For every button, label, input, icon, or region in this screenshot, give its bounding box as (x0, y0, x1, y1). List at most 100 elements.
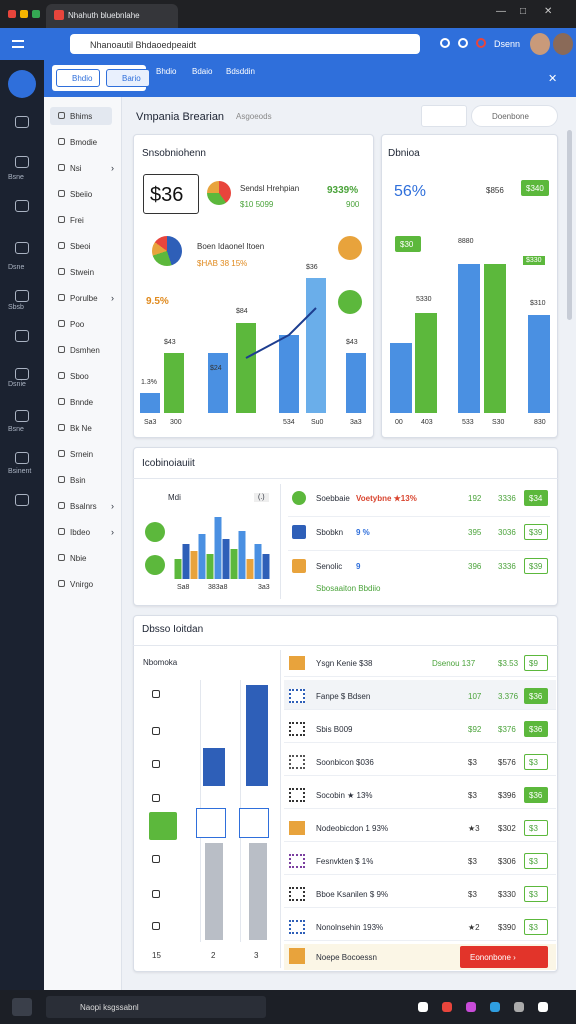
rail-icon[interactable] (15, 116, 29, 128)
search-box[interactable] (471, 105, 558, 127)
nav-item[interactable]: Frei (70, 216, 84, 225)
row-value: $3 (468, 758, 477, 767)
tray-icon[interactable] (466, 1002, 476, 1012)
toolbar-icon[interactable] (458, 38, 468, 48)
address-field[interactable] (70, 34, 420, 54)
rail-icon[interactable] (15, 368, 29, 380)
growth-button-label[interactable]: $340 (526, 184, 544, 193)
toolbar-icon[interactable] (476, 38, 486, 48)
rail-icon[interactable] (15, 410, 29, 422)
tray-icon[interactable] (418, 1002, 428, 1012)
rail-icon[interactable] (15, 156, 29, 168)
row-button[interactable] (524, 886, 548, 902)
row-button-label[interactable]: $39 (529, 562, 543, 571)
row-button-label[interactable]: $3 (529, 890, 538, 899)
action-square[interactable] (149, 812, 177, 840)
nav-item[interactable]: Sbeiio (70, 190, 93, 199)
rail-icon[interactable] (15, 200, 29, 212)
row-button[interactable] (524, 787, 548, 803)
nav-item[interactable]: Nbie (70, 554, 87, 563)
status-icon[interactable] (338, 236, 362, 260)
row-button-label[interactable]: $3 (529, 758, 538, 767)
window-button[interactable]: — (496, 6, 506, 17)
nav-item[interactable]: Bhims (70, 112, 93, 121)
nav-item[interactable]: Sboo (70, 372, 89, 381)
row-button[interactable] (524, 524, 548, 540)
row-button-label[interactable]: $34 (529, 494, 543, 503)
window-button[interactable]: ✕ (544, 6, 553, 17)
row-button[interactable] (524, 820, 548, 836)
nav-item[interactable]: Bsin (70, 476, 86, 485)
header-link[interactable]: Bdaio (192, 67, 213, 76)
header-tab-label[interactable]: Bhdio (72, 74, 93, 83)
row-value: 3.376 (498, 692, 519, 701)
row-button-label[interactable]: $39 (529, 528, 543, 537)
nav-item[interactable]: Bmodie (70, 138, 98, 147)
menu-button[interactable] (12, 40, 24, 48)
window-button[interactable]: □ (520, 6, 527, 17)
rail-icon[interactable] (15, 330, 29, 342)
taskbar-search[interactable] (46, 996, 266, 1018)
tray-icon[interactable] (538, 1002, 548, 1012)
nav-item[interactable]: Porulbe (70, 294, 98, 303)
rail-icon[interactable] (15, 290, 29, 302)
row-button[interactable] (524, 919, 548, 935)
row-button-label[interactable]: $36 (529, 791, 543, 800)
row-icon (289, 656, 305, 670)
nav-item[interactable]: Dsmhen (70, 346, 100, 355)
row-button[interactable] (524, 688, 548, 704)
header-link[interactable]: Bdsddin (226, 67, 255, 76)
start-button[interactable] (12, 998, 32, 1016)
cta-label[interactable]: Eononbone › (470, 953, 516, 962)
row-button-label[interactable]: $36 (529, 692, 543, 701)
filter-button[interactable] (421, 105, 467, 127)
rail-icon[interactable] (15, 242, 29, 254)
row-button[interactable] (524, 853, 548, 869)
close-icon[interactable]: ✕ (548, 73, 558, 85)
tray-icon[interactable] (490, 1002, 500, 1012)
row-button-label[interactable]: $36 (529, 725, 543, 734)
row-note: 9 % (356, 528, 370, 537)
nav-item[interactable]: Srnein (70, 450, 94, 459)
cta-button[interactable] (460, 946, 548, 968)
action-square[interactable] (196, 808, 226, 838)
action-square[interactable] (239, 808, 269, 838)
nav-item[interactable]: Nsi (70, 164, 82, 173)
growth-badge-label[interactable]: $30 (400, 240, 414, 249)
status-icon[interactable] (338, 290, 362, 314)
tray-icon[interactable] (514, 1002, 524, 1012)
row-button-label[interactable]: $3 (529, 923, 538, 932)
nav-item[interactable]: Ibdeo (70, 528, 91, 537)
row-button[interactable] (524, 754, 548, 770)
nav-sidebar (44, 97, 122, 990)
rail-icon[interactable] (15, 452, 29, 464)
row-button-label[interactable]: $3 (529, 824, 538, 833)
page-subtitle: Asgoeods (236, 112, 272, 121)
header-tab[interactable] (56, 69, 100, 87)
row-button[interactable] (524, 558, 548, 574)
nav-item[interactable]: Stwein (70, 268, 95, 277)
header-link[interactable]: Bhdio (156, 67, 177, 76)
x-label: 00 (395, 419, 403, 426)
row-button[interactable] (524, 655, 548, 671)
row-button-label[interactable]: $3 (529, 857, 538, 866)
row-value: $3 (468, 857, 477, 866)
toolbar-icon[interactable] (440, 38, 450, 48)
nav-item[interactable]: Poo (70, 320, 85, 329)
nav-item[interactable]: Bnnde (70, 398, 94, 407)
nav-item[interactable]: Sbeoi (70, 242, 91, 251)
browser-tab[interactable] (46, 4, 178, 28)
rail-icon[interactable] (15, 494, 29, 506)
row-button[interactable] (524, 490, 548, 506)
row-button-label[interactable]: $9 (529, 659, 538, 668)
header-tab-label[interactable]: Bario (122, 74, 141, 83)
tray-icon[interactable] (442, 1002, 452, 1012)
row-button[interactable] (524, 721, 548, 737)
row-divider (284, 676, 556, 677)
growth-button[interactable] (521, 180, 549, 196)
nav-item[interactable]: Bsalnrs (70, 502, 97, 511)
header-tab[interactable] (106, 69, 150, 87)
nav-item[interactable]: Vnirgo (70, 580, 94, 589)
growth-badge[interactable] (395, 236, 421, 252)
nav-item[interactable]: Bk Ne (70, 424, 92, 433)
